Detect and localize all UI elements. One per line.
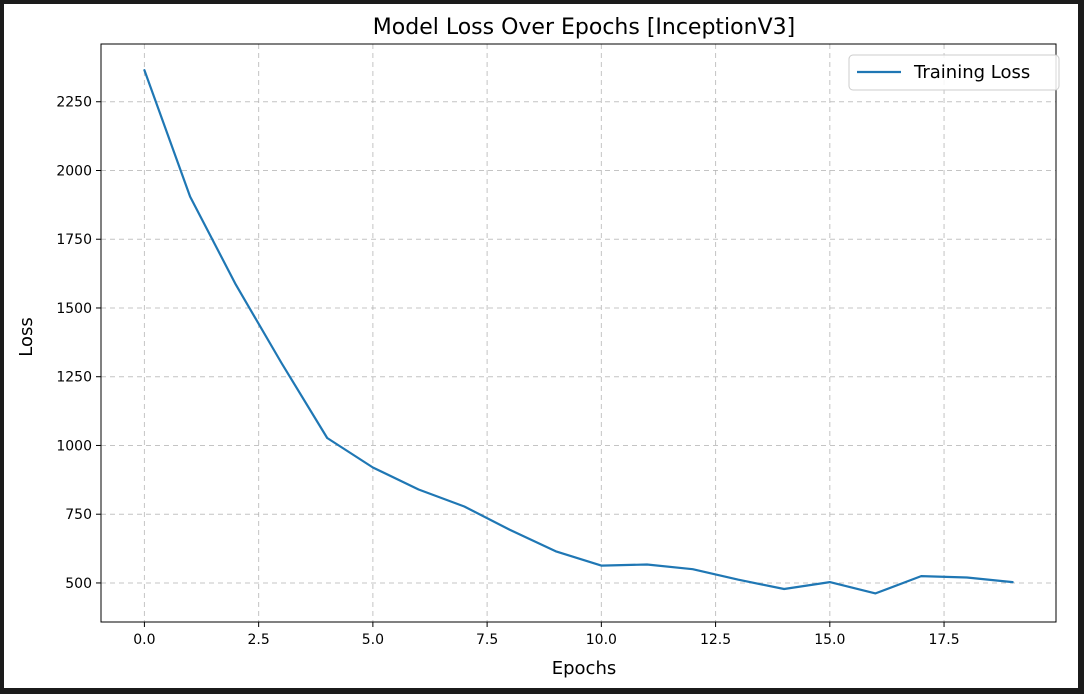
line-chart: 0.0 2.5 5.0 7.5 10.0 12.5 15.0 17.5 500 750 1000 12… bbox=[16, 15, 1060, 679]
legend-box bbox=[848, 54, 1060, 91]
x-tick-label: 7.5 bbox=[476, 632, 498, 648]
y-tick-label: 2250 bbox=[56, 95, 92, 111]
grid bbox=[101, 44, 1056, 622]
y-tick-label: 1250 bbox=[56, 370, 92, 386]
x-axis-label: Epochs bbox=[552, 658, 617, 679]
y-tick-label: 1000 bbox=[56, 438, 92, 454]
y-tick-label: 1500 bbox=[56, 301, 92, 317]
y-tick-label: 1750 bbox=[56, 232, 92, 248]
y-tick-label: 2000 bbox=[56, 163, 92, 179]
y-tick-label: 750 bbox=[65, 507, 92, 523]
ticks: 0.0 2.5 5.0 7.5 10.0 12.5 15.0 17.5 500 750 1000 12… bbox=[56, 95, 959, 648]
x-tick-label: 15.0 bbox=[814, 632, 845, 648]
x-tick-label: 5.0 bbox=[362, 632, 384, 648]
series-layer bbox=[143, 68, 1014, 595]
x-tick-label: 10.0 bbox=[586, 632, 617, 648]
legend-label-training-loss: Training Loss bbox=[913, 62, 1030, 83]
y-axis-label: Loss bbox=[16, 317, 37, 356]
x-tick-label: 2.5 bbox=[248, 632, 270, 648]
x-tick-label: 17.5 bbox=[928, 632, 959, 648]
x-tick-label: 0.0 bbox=[133, 632, 155, 648]
chart-frame: 0.0 2.5 5.0 7.5 10.0 12.5 15.0 17.5 500 750 1000 12… bbox=[4, 4, 1078, 688]
y-tick-label: 500 bbox=[65, 576, 92, 592]
x-tick-label: 12.5 bbox=[700, 632, 731, 648]
legend: Training Loss bbox=[848, 54, 1060, 91]
series-line-training-loss bbox=[143, 68, 1014, 595]
plot-area bbox=[100, 43, 1057, 623]
chart-title: Model Loss Over Epochs [InceptionV3] bbox=[373, 15, 795, 40]
